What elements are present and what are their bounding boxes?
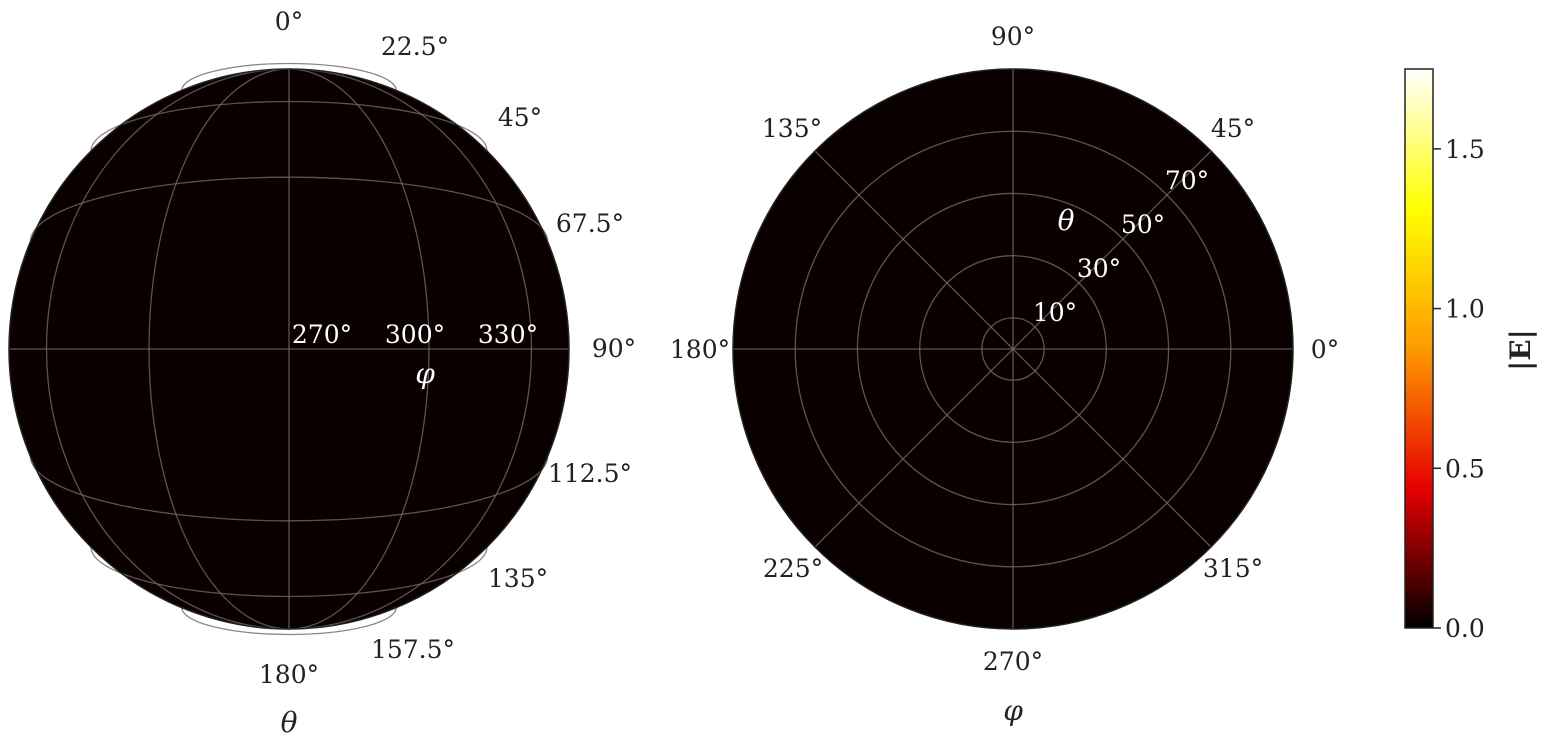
edge-tick-180: 180°: [259, 660, 319, 689]
colorbar-tick-label: 1.5: [1445, 135, 1485, 164]
latitude-gridline: [181, 62, 397, 91]
inner-axis-label-phi: φ: [415, 357, 435, 390]
polar-plot: 0° 45° 90° 135° 180° 225° 270° 315° 10° …: [670, 22, 1339, 727]
angular-gridline: [1012, 150, 1212, 350]
angular-tick-270: 270°: [983, 647, 1043, 676]
angular-tick-90: 90°: [991, 22, 1035, 51]
sphere-plot: 0° 22.5° 45° 67.5° 90° 112.5° 135° 157.5…: [8, 7, 636, 739]
latitude-gridline: [181, 607, 397, 636]
angular-tick-135: 135°: [762, 114, 822, 143]
colorbar-tick-label: 1.0: [1445, 295, 1485, 324]
edge-tick-0: 0°: [275, 7, 303, 36]
edge-tick-112-5: 112.5°: [548, 459, 632, 488]
colorbar: 0.0 0.5 1.0 1.5 |E|: [1404, 68, 1537, 643]
x-axis-label-phi: φ: [1003, 694, 1023, 727]
radial-tick-70: 70°: [1165, 166, 1209, 195]
colorbar-label: |E|: [1504, 329, 1537, 371]
edge-tick-135: 135°: [488, 564, 548, 593]
edge-tick-45: 45°: [498, 103, 542, 132]
radial-axis-label-theta: θ: [1058, 204, 1075, 237]
colorbar-tick-label: 0.0: [1445, 614, 1485, 643]
angular-tick-225: 225°: [763, 554, 823, 583]
radial-tick-10: 10°: [1033, 298, 1077, 327]
colorbar-gradient: [1404, 68, 1434, 629]
radial-tick-30: 30°: [1077, 254, 1121, 283]
colorbar-ticks: 0.0 0.5 1.0 1.5: [1433, 135, 1485, 643]
sphere-outline: [8, 68, 570, 630]
edge-tick-90: 90°: [592, 334, 636, 363]
polar-gridlines: [733, 69, 1293, 629]
radial-tick-50: 50°: [1121, 210, 1165, 239]
angular-gridline: [814, 150, 1014, 350]
polar-outline: [732, 68, 1294, 630]
angular-gridline: [814, 348, 1014, 548]
angular-tick-315: 315°: [1203, 554, 1263, 583]
angular-tick-45: 45°: [1211, 114, 1255, 143]
inner-tick-270: 270°: [292, 320, 352, 349]
angular-tick-180: 180°: [670, 335, 730, 364]
angular-tick-0: 0°: [1311, 335, 1339, 364]
x-axis-label-theta: θ: [281, 706, 298, 739]
edge-tick-67-5: 67.5°: [556, 209, 624, 238]
edge-tick-22-5: 22.5°: [381, 32, 449, 61]
inner-tick-330: 330°: [478, 320, 538, 349]
inner-tick-300: 300°: [385, 320, 445, 349]
edge-tick-157-5: 157.5°: [371, 635, 455, 664]
colorbar-tick-label: 0.5: [1445, 454, 1485, 483]
angular-gridline: [1012, 348, 1212, 548]
